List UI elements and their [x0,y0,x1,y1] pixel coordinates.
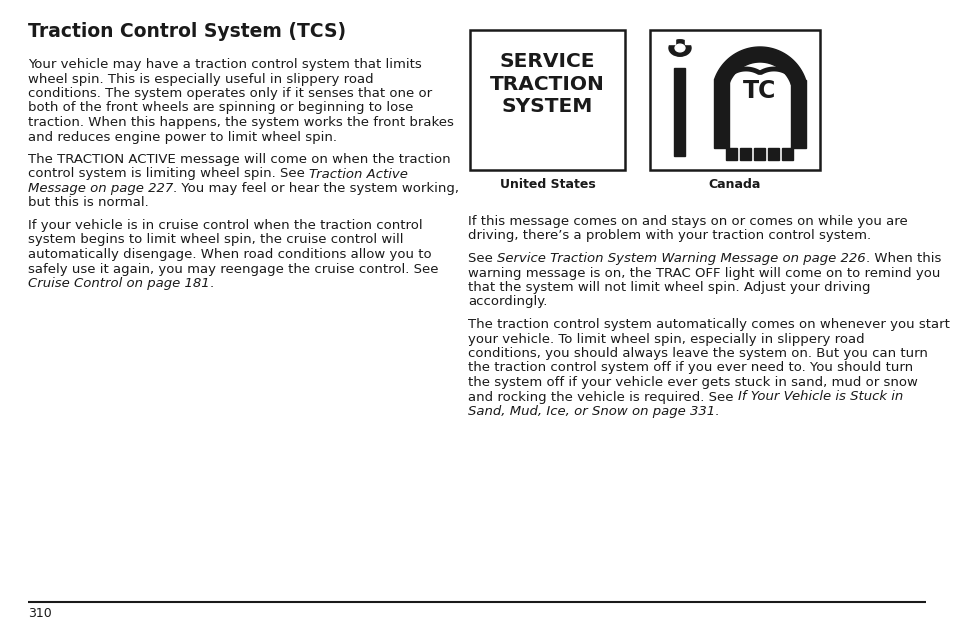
Text: control system is limiting wheel spin. See: control system is limiting wheel spin. S… [28,167,309,181]
Text: United States: United States [499,178,595,191]
Text: traction. When this happens, the system works the front brakes: traction. When this happens, the system … [28,116,457,129]
Text: conditions, you should always leave the system on. But you can turn: conditions, you should always leave the … [468,347,931,360]
Text: The traction control system automatically comes on whenever you start: The traction control system automaticall… [468,318,953,331]
Text: .: . [715,405,719,418]
Bar [754,148,764,160]
Text: the system off if your vehicle ever gets stuck in sand, mud or snow: the system off if your vehicle ever gets… [468,376,922,389]
Bar [667,36,675,44]
Text: Service Traction System Warning Message on page 226: Service Traction System Warning Message … [497,252,864,265]
Text: the traction control system off if you ever need to. You should turn: the traction control system off if you e… [468,361,917,375]
Text: accordingly.: accordingly. [468,296,547,308]
Text: but this is normal.: but this is normal. [28,197,149,209]
Text: Cruise Control on page 181: Cruise Control on page 181 [28,277,210,290]
Text: safely use it again, you may reengage the cruise control. See: safely use it again, you may reengage th… [28,263,442,275]
Text: Your vehicle may have a traction control system that limits: Your vehicle may have a traction control… [28,58,426,71]
Text: TC: TC [742,79,776,103]
Text: Canada: Canada [708,178,760,191]
Text: Message on page 227: Message on page 227 [28,182,173,195]
Text: . You may feel or hear the system working,: . You may feel or hear the system workin… [173,182,463,195]
Text: See: See [468,252,497,265]
Text: The TRACTION ACTIVE message will come on when the traction: The TRACTION ACTIVE message will come on… [28,153,455,166]
Text: Traction Active: Traction Active [309,167,412,181]
Bar [674,68,685,156]
Text: and reduces engine power to limit wheel spin.: and reduces engine power to limit wheel … [28,130,336,144]
Text: your vehicle. To limit wheel spin, especially in slippery road: your vehicle. To limit wheel spin, espec… [468,333,868,345]
Text: If this message comes on and stays on or comes on while you are: If this message comes on and stays on or… [468,215,911,228]
Bar [791,80,805,148]
Text: . When this: . When this [864,252,944,265]
Text: both of the front wheels are spinning or beginning to lose: both of the front wheels are spinning or… [28,102,417,114]
Text: and rocking the vehicle is required. See: and rocking the vehicle is required. See [468,391,737,403]
Text: that the system will not limit wheel spin. Adjust your driving: that the system will not limit wheel spi… [468,281,874,294]
Bar [740,148,751,160]
Bar [649,30,820,170]
Text: system begins to limit wheel spin, the cruise control will: system begins to limit wheel spin, the c… [28,233,407,247]
Text: driving, there’s a problem with your traction control system.: driving, there’s a problem with your tra… [468,230,870,242]
Bar [768,148,779,160]
Text: If Your Vehicle is Stuck in: If Your Vehicle is Stuck in [737,391,906,403]
Ellipse shape [675,44,684,52]
Polygon shape [714,47,804,85]
Text: warning message is on, the TRAC OFF light will come on to remind you: warning message is on, the TRAC OFF ligh… [468,266,943,279]
Text: Traction Control System (TCS): Traction Control System (TCS) [28,22,346,41]
Text: Sand, Mud, Ice, or Snow on page 331: Sand, Mud, Ice, or Snow on page 331 [468,405,715,418]
Bar [726,148,737,160]
Ellipse shape [668,39,690,56]
Text: SERVICE
TRACTION
SYSTEM: SERVICE TRACTION SYSTEM [490,52,604,116]
Bar [781,148,793,160]
Text: If your vehicle is in cruise control when the traction control: If your vehicle is in cruise control whe… [28,219,426,232]
Text: wheel spin. This is especially useful in slippery road: wheel spin. This is especially useful in… [28,73,377,85]
Bar [684,36,691,44]
Bar [470,30,624,170]
Bar [714,80,729,148]
Text: automatically disengage. When road conditions allow you to: automatically disengage. When road condi… [28,248,436,261]
Text: conditions. The system operates only if it senses that one or: conditions. The system operates only if … [28,87,436,100]
Text: 310: 310 [28,607,51,620]
Text: .: . [210,277,213,290]
